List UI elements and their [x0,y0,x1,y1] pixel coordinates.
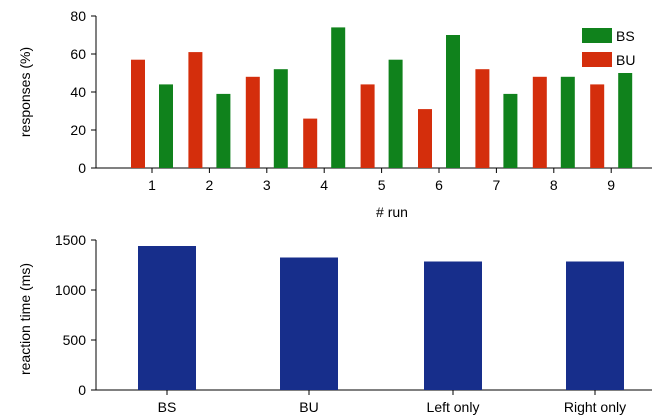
x-tick-label: 9 [607,177,615,193]
y-tick-label: 0 [78,382,86,398]
bar-bu [590,84,605,168]
responses-chart: 0 20 40 60 80 1 2 3 4 5 6 7 8 9 # run responses (%) BS BU [17,8,652,220]
x-tick-label: 2 [206,177,214,193]
y-tick-label: 60 [70,46,86,62]
y-axis-title: reaction time (ms) [17,263,33,375]
x-axis-title: # run [376,204,408,220]
legend-swatch-bu [582,52,612,67]
x-tick-label: 8 [550,177,558,193]
x-tick-label: BU [299,399,318,415]
bar-bu [245,76,260,168]
x-tick-label: 1 [148,177,156,193]
y-tick-label: 500 [63,332,87,348]
legend-label-bs: BS [616,28,635,44]
x-tick-label: 7 [493,177,501,193]
bar-bu [188,52,203,168]
x-tick-label: 5 [378,177,386,193]
y-tick-label: 1000 [55,282,86,298]
y-tick-label: 1500 [55,232,86,248]
bar-bs [618,73,633,168]
bar-reaction-time [424,261,482,390]
bar-bs [331,27,346,169]
bar-reaction-time [566,261,624,390]
bar-bs [388,59,403,169]
bar-bu [532,76,547,168]
legend-swatch-bs [582,28,612,43]
x-tick-label: BS [158,399,177,415]
bar-bs [560,76,575,168]
bar-bu [360,84,375,168]
bar-bs [216,93,231,168]
bar-bu [475,69,490,168]
legend-label-bu: BU [616,52,635,68]
x-tick-label: 3 [263,177,271,193]
bar-bs [273,69,288,168]
x-tick-label: Right only [564,399,626,415]
x-tick-label: Left only [427,399,480,415]
bar-bu [303,118,318,168]
bar-bs [159,84,173,168]
y-tick-label: 80 [70,8,86,24]
y-tick-label: 40 [70,84,86,100]
y-tick-label: 0 [78,160,86,176]
x-tick-label: 6 [435,177,443,193]
bar-bu [131,59,145,169]
bar-reaction-time [280,257,338,390]
bar-bs [503,93,518,168]
bar-bs [446,35,460,168]
y-tick-label: 20 [70,122,86,138]
x-tick-label: 4 [320,177,328,193]
bar-reaction-time [138,246,196,390]
reaction-time-chart: 0 500 1000 1500 BS BU Left only Right only react… [17,232,652,415]
y-axis-title: responses (%) [17,47,33,137]
bar-bu [418,109,432,168]
